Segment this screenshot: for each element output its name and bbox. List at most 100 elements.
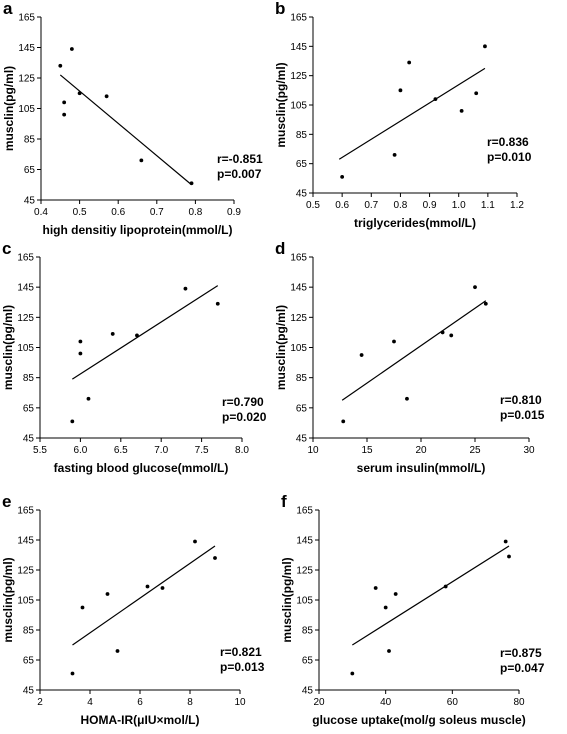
regression-line [352, 545, 510, 646]
data-point [160, 586, 165, 590]
r-value-label: r=-0.851 [217, 152, 263, 166]
y-tick-label: 125 [290, 313, 307, 324]
x-tick-label: 1.2 [510, 200, 524, 211]
data-point [86, 396, 91, 401]
x-tick-label: 4 [87, 697, 93, 708]
y-tick-label: 105 [17, 596, 34, 607]
y-tick-label: 165 [290, 13, 307, 24]
data-point [474, 91, 479, 96]
data-point [359, 353, 364, 357]
y-tick-label: 145 [290, 283, 307, 294]
y-tick-label: 85 [23, 373, 35, 384]
y-tick-label: 105 [290, 101, 307, 112]
x-tick-label: 0.5 [306, 200, 320, 211]
y-tick-label: 85 [24, 135, 36, 146]
data-point [70, 671, 75, 676]
data-point [139, 158, 144, 163]
p-value-label: p=0.007 [217, 167, 262, 181]
data-point [341, 419, 346, 424]
y-tick-label: 45 [23, 434, 35, 445]
data-point [507, 554, 511, 559]
x-tick-label: 0.6 [335, 200, 349, 211]
x-axis-label: serum insulin(mmol/L) [357, 461, 486, 475]
data-point [215, 301, 220, 306]
y-tick-label: 165 [296, 506, 313, 517]
p-value-label: p=0.013 [220, 660, 265, 674]
x-tick-label: 0.5 [73, 207, 87, 218]
data-point [193, 539, 197, 544]
regression-line [72, 545, 216, 646]
y-tick-label: 105 [296, 596, 313, 607]
r-value-label: r=0.836 [487, 135, 529, 149]
y-axis-label: musclin(pg/ml) [2, 66, 16, 151]
x-axis-label: glucose uptake(mol/g soleus muscle) [312, 713, 525, 727]
y-tick-label: 125 [296, 566, 313, 577]
data-point [383, 605, 388, 610]
x-tick-label: 0.9 [227, 207, 241, 218]
r-value-label: r=0.821 [220, 645, 262, 659]
y-tick-label: 65 [302, 656, 314, 667]
regression-line [338, 67, 486, 160]
y-tick-label: 165 [17, 506, 34, 517]
r-value-label: r=0.790 [222, 395, 264, 409]
x-tick-label: 0.7 [364, 200, 378, 211]
y-tick-label: 65 [23, 403, 35, 414]
x-tick-label: 2 [37, 697, 43, 708]
y-tick-label: 65 [24, 165, 36, 176]
x-tick-label: 0.9 [423, 200, 437, 211]
x-tick-label: 15 [361, 445, 373, 456]
x-tick-label: 40 [380, 697, 392, 708]
y-axis-label: musclin(pg/ml) [1, 305, 15, 390]
y-tick-label: 165 [290, 253, 307, 264]
data-point [483, 44, 487, 49]
panel-letter-c: c [2, 239, 11, 258]
x-tick-label: 0.8 [393, 200, 407, 211]
x-tick-label: 1.0 [452, 200, 466, 211]
data-point [58, 63, 63, 68]
y-tick-label: 145 [296, 536, 313, 547]
p-value-label: p=0.047 [500, 661, 545, 675]
chart-panel-e: e 45 65 85 105 125 145 165 2 4 6 8 10 HOMA-IR(μIU×mol… [1, 492, 265, 727]
data-point [443, 584, 448, 589]
data-point [105, 592, 110, 596]
chart-panel-c: c 45 65 85 105 125 145 165 5.5 6.0 6.5 7.0 7.5 8.0 fas… [1, 239, 267, 475]
y-tick-label: 165 [17, 253, 34, 264]
data-point [407, 60, 412, 65]
x-tick-label: 80 [513, 697, 525, 708]
y-tick-label: 65 [296, 403, 308, 414]
regression-line [59, 74, 192, 186]
y-axis-label: musclin(pg/ml) [274, 305, 288, 390]
data-point [350, 671, 355, 676]
data-point [392, 339, 396, 344]
y-tick-label: 125 [290, 71, 307, 82]
y-tick-label: 65 [296, 159, 308, 170]
y-tick-label: 125 [17, 566, 34, 577]
data-point [483, 301, 488, 306]
data-point [110, 332, 115, 336]
panel-letter-b: b [275, 0, 285, 18]
y-tick-label: 145 [17, 536, 34, 547]
x-tick-label: 6.0 [73, 445, 87, 456]
y-tick-label: 45 [24, 196, 36, 207]
y-tick-label: 45 [23, 686, 35, 697]
x-tick-label: 1.1 [481, 200, 495, 211]
x-tick-label: 5.5 [33, 445, 47, 456]
chart-panel-f: f 45 65 85 105 125 145 165 20 40 60 80 glucose uptak… [280, 492, 545, 727]
x-axis-label: triglycerides(mmol/L) [354, 216, 476, 230]
panel-letter-d: d [275, 239, 285, 258]
y-tick-label: 145 [17, 283, 34, 294]
y-tick-label: 65 [23, 656, 35, 667]
y-tick-label: 45 [296, 434, 308, 445]
regression-line [71, 285, 219, 380]
y-axis-label: musclin(pg/ml) [1, 557, 15, 642]
chart-panel-d: d 45 65 85 105 125 145 165 10 15 20 25 30 serum insul… [274, 239, 545, 475]
x-tick-label: 30 [523, 445, 535, 456]
x-tick-label: 0.6 [111, 207, 125, 218]
x-tick-label: 7.5 [195, 445, 209, 456]
x-tick-label: 20 [415, 445, 427, 456]
y-tick-label: 85 [23, 626, 35, 637]
data-point [78, 339, 83, 344]
data-point [373, 586, 378, 590]
x-axis-label: high densitiy lipoprotein(mmol/L) [43, 223, 233, 237]
